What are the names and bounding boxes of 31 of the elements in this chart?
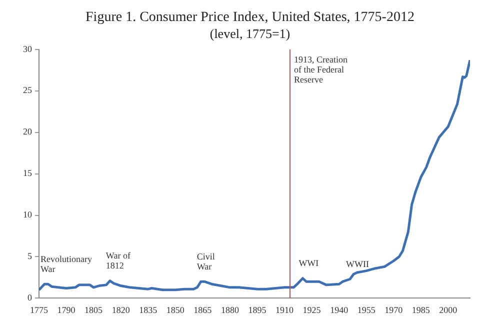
annotation: Revolutionary War — [40, 254, 92, 274]
x-tick-label: 1820 — [112, 304, 130, 315]
x-tick-label: 1985 — [412, 304, 430, 315]
y-tick-label: 15 — [23, 168, 32, 178]
x-tick-label: 1865 — [194, 304, 212, 315]
annotation: WWII — [346, 258, 369, 269]
y-tick-label: 25 — [23, 85, 32, 96]
x-tick-label: 1910 — [276, 304, 294, 315]
y-tick-label: 30 — [23, 44, 32, 54]
y-tick-label: 20 — [23, 126, 32, 137]
chart-title: Figure 1. Consumer Price Index, United States, 1775-2012 — [84, 10, 416, 26]
x-tick-label: 1955 — [357, 304, 376, 315]
y-tick-label: 10 — [23, 210, 32, 220]
x-tick-label: 1790 — [57, 304, 76, 315]
y-tick-label: 0 — [28, 292, 32, 303]
x-tick-label: 1925 — [302, 304, 322, 315]
x-tick-label: 1940 — [330, 304, 349, 315]
x-tick-label: 1805 — [84, 304, 104, 315]
y-tick-label: 5 — [28, 251, 32, 262]
annotation: War of 1812 — [106, 250, 130, 271]
x-tick-label: 1880 — [220, 304, 240, 315]
ref-line-label: 1913, Creation of the Federal Reserve — [294, 54, 348, 84]
annotation: WWI — [298, 258, 319, 268]
x-tick-label: 1895 — [248, 304, 267, 315]
x-tick-label: 1850 — [166, 304, 185, 315]
x-tick-label: 1835 — [139, 304, 158, 315]
x-tick-label: 2000 — [439, 304, 458, 315]
annotation: Civil War — [196, 251, 216, 272]
x-tick-label: 1775 — [30, 304, 48, 315]
chart-subtitle: (level, 1775=1) — [208, 26, 292, 41]
x-tick-label: 1970 — [384, 304, 404, 315]
